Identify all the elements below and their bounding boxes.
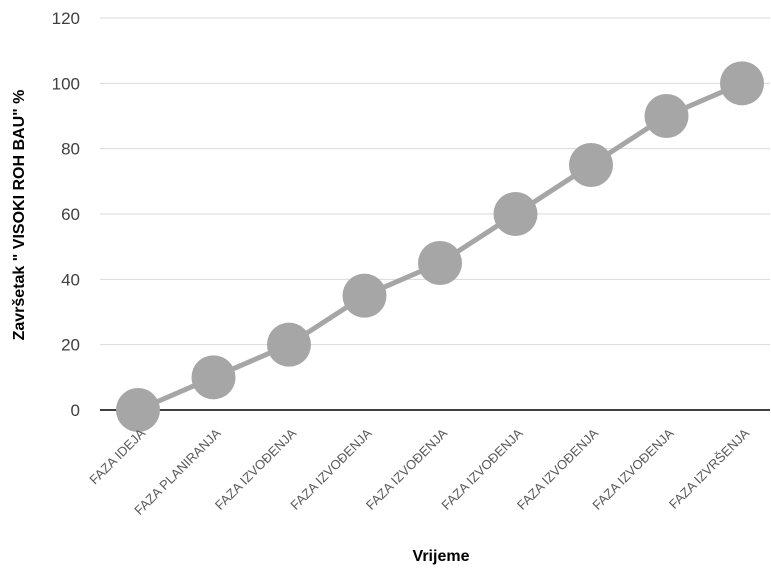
data-point-7 [644,94,689,138]
x-tick-label-5: FAZA IZVOĐENJA [438,425,525,512]
y-tick-label-80: 80 [61,140,80,159]
x-tick-label-3: FAZA IZVOĐENJA [287,425,374,512]
y-tick-label-20: 20 [61,336,80,355]
series-layer [116,61,764,432]
data-point-0 [116,388,160,432]
data-point-3 [342,273,387,318]
data-point-8 [720,61,764,106]
y-axis-title: Završetak " VISOKI ROH BAU" % [11,90,28,341]
x-axis-title: Vrijeme [413,548,470,565]
y-tick-labels: 0 20 40 60 80 100 120 [52,9,80,420]
x-tick-label-7: FAZA IZVOĐENJA [589,425,676,512]
data-point-1 [191,355,236,400]
data-point-5 [493,192,538,236]
x-tick-label-1: FAZA PLANIRANJA [131,425,224,518]
y-tick-label-40: 40 [61,270,80,289]
y-tick-label-0: 0 [71,401,80,420]
y-tick-label-100: 100 [52,74,80,93]
x-tick-label-2: FAZA IZVOĐENJA [212,425,299,512]
x-tick-label-6: FAZA IZVOĐENJA [514,425,601,512]
data-point-6 [569,143,613,187]
gridlines [100,17,770,346]
data-point-4 [418,241,462,285]
y-tick-label-120: 120 [52,9,80,28]
x-tick-label-4: FAZA IZVOĐENJA [363,425,450,512]
data-point-2 [267,322,311,367]
x-tick-label-8: FAZA IZVRŠENJA [666,425,752,511]
x-tick-label-0: FAZA IDEJA [86,425,148,487]
y-tick-label-60: 60 [61,205,80,224]
